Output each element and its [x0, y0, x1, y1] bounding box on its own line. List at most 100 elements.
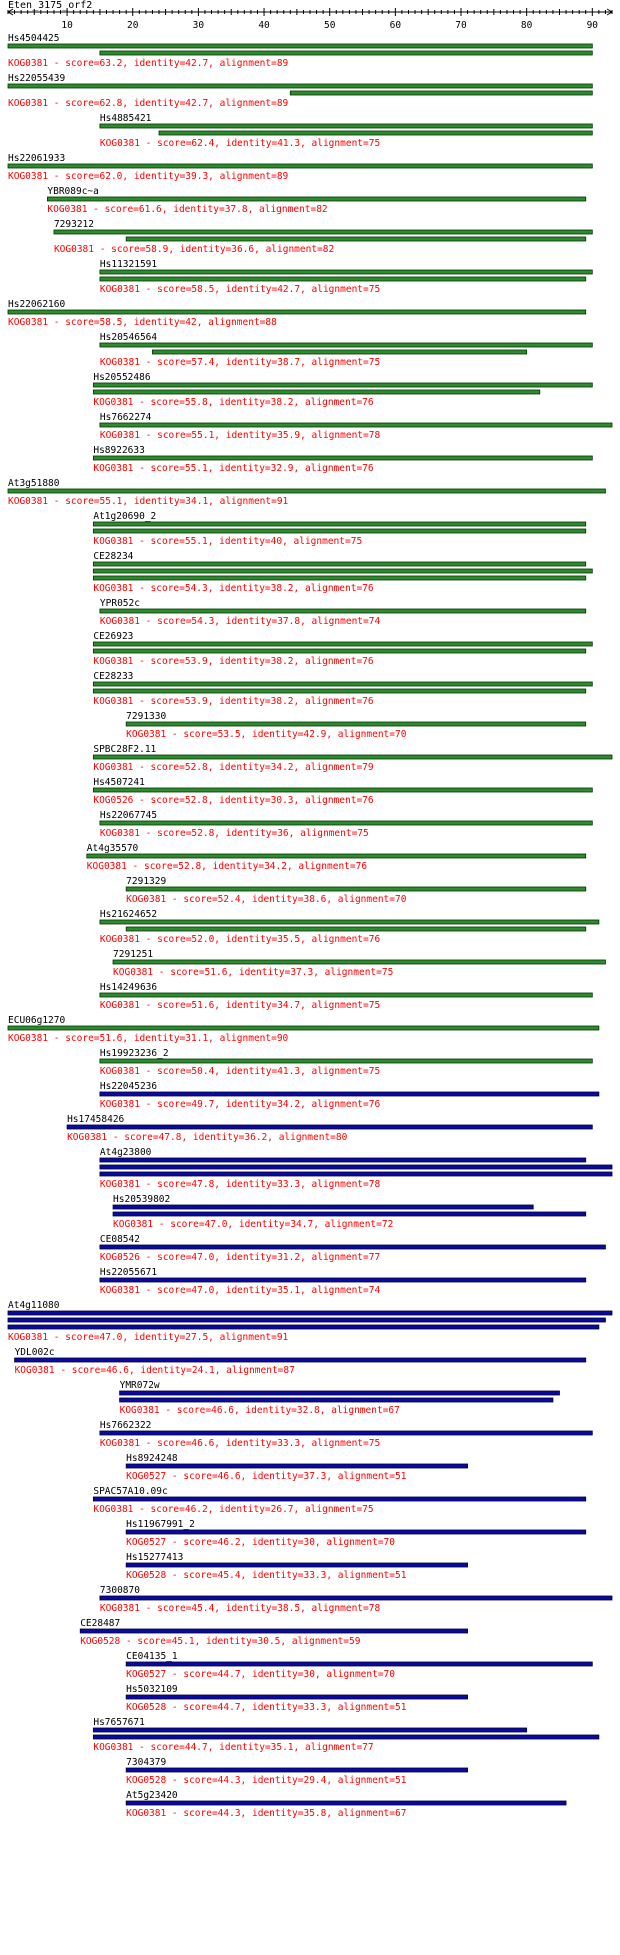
hit-name-label: YMR072w	[120, 1380, 160, 1391]
hit-name-label: YDL002c	[15, 1347, 55, 1358]
hit-name-label: Hs15277413	[126, 1552, 183, 1563]
hit-name-label: Hs11967991_2	[126, 1519, 195, 1530]
alignment-bar	[92, 681, 593, 687]
hit-score-label: KOG0381 - score=53.9, identity=38.2, ali…	[93, 656, 374, 667]
alignment-bar	[92, 528, 587, 534]
hit-name-label: Hs17458426	[67, 1114, 124, 1125]
alignment-bar	[99, 50, 593, 56]
alignment-bar	[125, 1661, 593, 1667]
alignment-bar	[119, 1397, 554, 1403]
hit-name-label: Hs19923236_2	[100, 1048, 169, 1059]
hit-score-label: KOG0527 - score=46.6, identity=37.3, ali…	[126, 1471, 407, 1482]
hit-name-label: Hs8922633	[93, 445, 144, 456]
hit-score-label: KOG0381 - score=47.8, identity=36.2, ali…	[67, 1132, 348, 1143]
hit-name-label: Hs22045236	[100, 1081, 157, 1092]
hit-score-label: KOG0381 - score=52.8, identity=34.2, ali…	[93, 762, 374, 773]
hit-name-label: Hs7662322	[100, 1420, 151, 1431]
alignment-bar	[92, 382, 593, 388]
alignment-bar	[92, 521, 587, 527]
hit-name-label: Hs20552486	[93, 372, 150, 383]
hit-score-label: KOG0526 - score=47.0, identity=31.2, ali…	[100, 1252, 380, 1263]
alignment-bar	[66, 1124, 593, 1130]
alignment-bar	[86, 853, 587, 859]
x-tick-label: 50	[324, 20, 336, 31]
hit-score-label: KOG0381 - score=46.6, identity=33.3, ali…	[100, 1438, 380, 1449]
hit-score-label: KOG0381 - score=45.4, identity=38.5, ali…	[100, 1603, 381, 1614]
alignment-bar	[119, 1390, 560, 1396]
x-tick-label: 60	[390, 20, 402, 31]
hit-name-label: Hs14249636	[100, 982, 157, 993]
hit-score-label: KOG0381 - score=54.3, identity=38.2, ali…	[93, 583, 374, 594]
alignment-bar	[92, 561, 587, 567]
hit-name-label: At4g35570	[87, 843, 139, 854]
hit-score-label: KOG0381 - score=44.7, identity=35.1, ali…	[93, 1742, 373, 1753]
alignment-bar	[99, 1171, 613, 1177]
hit-name-label: Hs8924248	[126, 1453, 178, 1464]
hit-name-label: Hs22055671	[100, 1267, 157, 1278]
alignment-bar	[99, 276, 587, 282]
alignment-bar	[125, 1562, 468, 1568]
alignment-bar	[7, 43, 593, 49]
hit-score-label: KOG0381 - score=62.0, identity=39.3, ali…	[8, 171, 289, 182]
alignment-bar	[7, 1310, 613, 1316]
hit-score-label: KOG0381 - score=53.9, identity=38.2, ali…	[93, 696, 374, 707]
hit-name-label: At4g11080	[8, 1300, 60, 1311]
alignment-bar	[99, 992, 593, 998]
alignment-bar	[92, 754, 613, 760]
hit-name-label: CE26923	[93, 631, 133, 642]
alignment-bar	[99, 820, 593, 826]
hit-score-label: KOG0381 - score=58.5, identity=42.7, ali…	[100, 284, 380, 295]
alignment-bar	[7, 1025, 600, 1031]
alignment-bar	[125, 236, 587, 242]
alignment-bar	[99, 422, 613, 428]
hit-name-label: CE08542	[100, 1234, 140, 1245]
hit-name-label: 7293212	[54, 219, 94, 230]
alignment-bar	[92, 389, 541, 395]
hit-score-label: KOG0381 - score=51.6, identity=31.1, ali…	[8, 1033, 289, 1044]
alignment-bar	[92, 688, 587, 694]
hit-name-label: 7291330	[126, 711, 166, 722]
hit-name-label: Hs4504425	[8, 33, 59, 44]
hit-score-label: KOG0381 - score=63.2, identity=42.7, ali…	[8, 58, 289, 69]
hit-score-label: KOG0381 - score=55.1, identity=40, align…	[93, 536, 362, 547]
hit-name-label: Hs20539802	[113, 1194, 170, 1205]
hit-name-label: Hs22061933	[8, 153, 65, 164]
alignment-bar	[7, 1324, 600, 1330]
hit-score-label: KOG0528 - score=45.1, identity=30.5, ali…	[80, 1636, 361, 1647]
alignment-bar	[7, 83, 593, 89]
alignment-bar	[125, 1694, 468, 1700]
alignment-bar	[99, 342, 593, 348]
alignment-bar	[99, 1058, 593, 1064]
alignment-bar	[125, 886, 587, 892]
hit-score-label: KOG0381 - score=55.1, identity=32.9, ali…	[93, 463, 374, 474]
hit-score-label: KOG0381 - score=55.1, identity=35.9, ali…	[100, 430, 381, 441]
hit-name-label: YPR052c	[100, 598, 140, 609]
alignment-bar	[7, 1317, 606, 1323]
x-tick-label: 10	[61, 20, 73, 31]
alignment-bar	[158, 130, 593, 136]
alignment-bar	[112, 959, 606, 965]
hit-name-label: At5g23420	[126, 1790, 178, 1801]
hit-score-label: KOG0381 - score=52.4, identity=38.6, ali…	[126, 894, 407, 905]
hit-name-label: CE04135_1	[126, 1651, 178, 1662]
hit-name-label: SPBC28F2.11	[93, 744, 156, 755]
alignment-bar	[99, 1595, 613, 1601]
alignment-bar	[99, 1164, 613, 1170]
hit-score-label: KOG0381 - score=54.3, identity=37.8, ali…	[100, 616, 381, 627]
hit-score-label: KOG0381 - score=57.4, identity=38.7, ali…	[100, 357, 380, 368]
hit-name-label: Hs22062160	[8, 299, 65, 310]
hit-name-label: SPAC57A10.09c	[93, 1486, 167, 1497]
x-tick-label: 70	[455, 20, 467, 31]
alignment-bar	[99, 123, 593, 129]
alignment-bar	[99, 1277, 587, 1283]
alignment-bar	[92, 568, 593, 574]
alignment-bar	[79, 1628, 468, 1634]
hit-name-label: 7304379	[126, 1757, 166, 1768]
x-tick-label: 20	[127, 20, 139, 31]
alignment-bar	[99, 1430, 593, 1436]
alignment-bar	[14, 1357, 587, 1363]
hit-score-label: KOG0527 - score=44.7, identity=30, align…	[126, 1669, 395, 1680]
alignment-bar	[99, 269, 593, 275]
hit-score-label: KOG0381 - score=55.8, identity=38.2, ali…	[93, 397, 374, 408]
